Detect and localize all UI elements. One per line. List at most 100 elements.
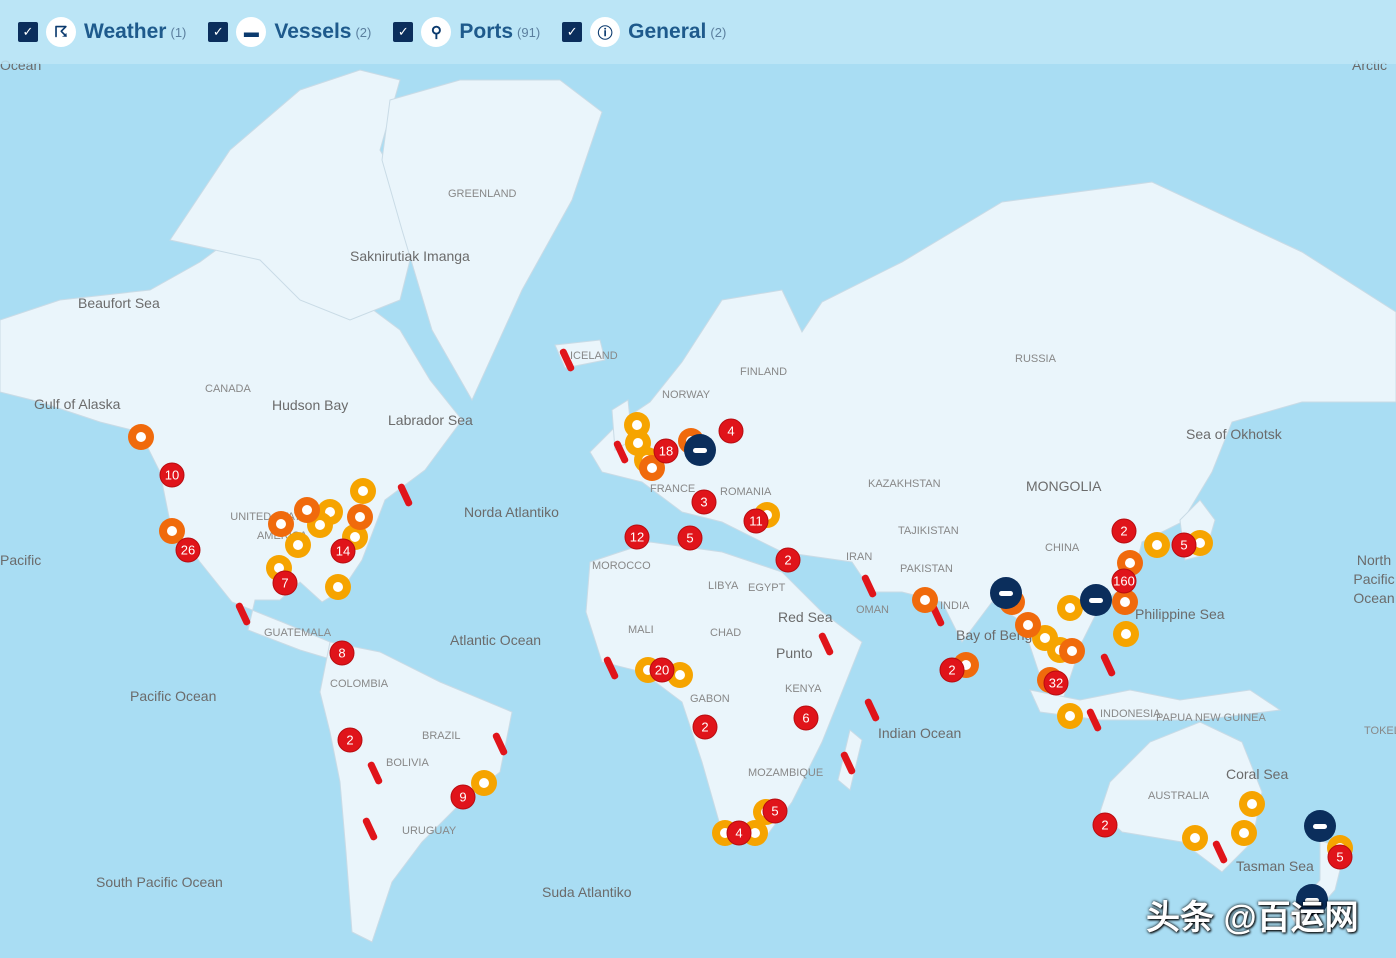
port-marker[interactable] [294,497,320,523]
cluster-marker[interactable]: 12 [624,524,650,550]
map-label: BOLIVIA [386,757,429,769]
cluster-marker[interactable]: 26 [175,537,201,563]
map-label: Hudson Bay [272,397,349,413]
port-marker[interactable] [325,574,351,600]
cluster-marker[interactable]: 3 [691,489,717,515]
map-label: INDIA [940,600,970,612]
cluster-marker[interactable]: 2 [692,714,718,740]
port-marker[interactable] [285,532,311,558]
port-marker[interactable] [1239,791,1265,817]
cyclone-icon: ☈ [46,17,76,47]
map-label: Norda Atlantiko [464,504,559,520]
vessel-icon: ▬ [236,17,267,47]
port-marker[interactable] [1182,825,1208,851]
cluster-marker[interactable]: 32 [1043,670,1069,696]
cluster-marker[interactable]: 2 [775,547,801,573]
map-label: FRANCE [650,483,696,495]
map-label: MOZAMBIQUE [748,767,824,779]
map-label: Tasman Sea [1236,858,1314,874]
info-icon: ⓘ [590,17,621,47]
cluster-marker[interactable]: 5 [1327,844,1353,870]
map-label: KAZAKHSTAN [868,478,941,490]
filter-label: General [628,20,707,43]
port-marker[interactable] [1231,820,1257,846]
checkbox-checked-icon[interactable]: ✓ [393,22,414,42]
port-marker[interactable] [347,504,373,530]
filter-label: Weather [84,20,167,43]
cluster-marker[interactable]: 9 [450,784,476,810]
cluster-marker[interactable]: 7 [272,570,298,596]
port-marker[interactable] [1057,595,1083,621]
cluster-marker[interactable]: 14 [330,538,356,564]
map-label: TAJIKISTAN [898,525,959,537]
filter-weather[interactable]: ✓ ☈ Weather (1) [18,17,186,47]
map-label: North Pacific Ocean [1353,552,1395,606]
port-marker[interactable] [1144,532,1170,558]
map-label: GABON [690,693,730,705]
cluster-marker[interactable]: 11 [743,508,769,534]
cluster-marker[interactable]: 4 [718,418,744,444]
vessel-marker[interactable] [1080,584,1112,616]
watermark: 头条 @百运网 [1146,899,1359,937]
map-label: LIBYA [708,580,739,592]
map-label: TOKELAU [1364,725,1396,737]
cluster-marker[interactable]: 8 [329,640,355,666]
map-label: Indian Ocean [878,725,962,741]
map-label: FINLAND [740,366,788,378]
cluster-marker[interactable]: 10 [159,462,185,488]
map-label: PAPUA NEW GUINEA [1156,712,1266,724]
vessel-marker[interactable] [684,434,716,466]
map-label: ICELAND [570,350,618,362]
map-label: COLOMBIA [330,678,389,690]
vessel-marker[interactable] [1304,810,1336,842]
checkbox-checked-icon[interactable]: ✓ [562,22,583,42]
port-marker[interactable] [128,424,154,450]
map-label: Punto [776,645,813,661]
cluster-marker[interactable]: 2 [337,727,363,753]
cluster-marker[interactable]: 4 [726,820,752,846]
filter-ports[interactable]: ✓ ⚲ Ports (91) [393,17,540,47]
map-label: RUSSIA [1015,353,1056,365]
map-label: MALI [628,624,654,636]
port-marker[interactable] [1057,703,1083,729]
cluster-marker[interactable]: 2 [1092,812,1118,838]
cluster-marker[interactable]: 6 [793,705,819,731]
map-label: Red Sea [778,609,833,625]
checkbox-checked-icon[interactable]: ✓ [18,22,38,42]
filter-label: Ports [459,20,514,43]
port-marker[interactable] [1059,638,1085,664]
map-label: IRAN [846,551,873,563]
port-marker[interactable] [268,511,294,537]
cluster-marker[interactable]: 18 [653,438,679,464]
map-label: MONGOLIA [1026,478,1102,494]
vessel-marker[interactable] [990,577,1022,609]
cluster-marker[interactable]: 2 [939,657,965,683]
map-label: Sea of Okhotsk [1186,426,1282,442]
cluster-marker[interactable]: 5 [1171,532,1197,558]
cluster-marker[interactable]: 160 [1111,568,1137,594]
vessel-marker[interactable] [1296,884,1328,916]
filter-general[interactable]: ✓ ⓘ General (2) [562,17,726,47]
cluster-marker[interactable]: 5 [762,798,788,824]
port-marker[interactable] [912,587,938,613]
map-label: BRAZIL [422,730,461,742]
map-label: URUGUAY [402,825,457,837]
cluster-marker[interactable]: 5 [677,525,703,551]
port-marker[interactable] [1015,612,1041,638]
map-label: CHINA [1045,542,1080,554]
cluster-marker[interactable]: 20 [649,657,675,683]
cluster-marker[interactable]: 2 [1111,518,1137,544]
map-label: PAKISTAN [900,563,953,575]
port-marker[interactable] [350,478,376,504]
port-marker[interactable] [471,770,497,796]
south-america [319,641,513,943]
map-label: Philippine Sea [1135,606,1225,622]
map-label: Gulf of Alaska [34,396,121,412]
filter-vessels[interactable]: ✓ ▬ Vessels (2) [208,17,371,47]
filter-count: (2) [355,24,372,40]
map-label: Pacific [0,552,42,568]
port-marker[interactable] [1113,621,1139,647]
map-label: Atlantic Ocean [450,632,542,648]
checkbox-checked-icon[interactable]: ✓ [208,22,229,42]
